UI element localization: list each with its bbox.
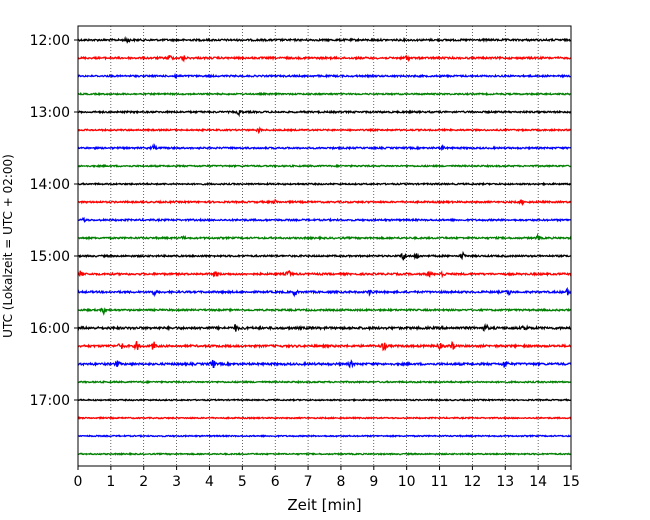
plot-frame — [77, 25, 572, 467]
x-tick-label: 4 — [205, 474, 214, 490]
y-tick-label: 13:00 — [30, 105, 70, 121]
trace-1430 — [77, 216, 572, 223]
x-tick-label: 15 — [562, 474, 580, 490]
trace-1700 — [77, 397, 572, 403]
x-tick-label: 3 — [172, 474, 181, 490]
x-tick-label: 0 — [74, 474, 83, 490]
y-tick-label: 14:00 — [30, 177, 70, 193]
trace-group — [77, 35, 572, 457]
trace-1515 — [77, 269, 572, 279]
vertical-grid — [110, 26, 539, 466]
x-tick-label: 13 — [496, 474, 514, 490]
trace-1315 — [77, 126, 572, 135]
trace-1445 — [77, 232, 572, 241]
x-tick-label: 10 — [398, 474, 416, 490]
y-axis-ticks: 12:00 13:00 14:00 15:00 16:00 17:00 — [30, 33, 78, 409]
x-tick-label: 8 — [336, 474, 345, 490]
x-tick-label: 6 — [271, 474, 280, 490]
x-tick-label: 5 — [238, 474, 247, 490]
trace-1345 — [77, 163, 572, 169]
trace-1645 — [77, 379, 572, 385]
y-tick-label: 15:00 — [30, 249, 70, 265]
x-tick-label: 1 — [106, 474, 115, 490]
trace-1230 — [77, 72, 572, 80]
x-axis-label: Zeit [min] — [287, 496, 361, 514]
trace-1415 — [77, 198, 572, 207]
trace-1300 — [77, 109, 572, 118]
x-tick-label: 7 — [304, 474, 313, 490]
trace-1730 — [77, 433, 572, 438]
x-tick-label: 12 — [463, 474, 481, 490]
trace-1545 — [77, 307, 572, 316]
trace-1715 — [77, 415, 572, 420]
trace-1745 — [77, 451, 572, 457]
x-tick-label: 14 — [529, 474, 547, 490]
trace-1600 — [77, 323, 572, 332]
y-tick-label: 16:00 — [30, 321, 70, 337]
trace-1400 — [77, 181, 572, 187]
trace-1215 — [77, 54, 572, 63]
y-tick-label: 17:00 — [30, 393, 70, 409]
trace-1330 — [77, 143, 572, 152]
x-axis-ticks: 0 1 2 3 4 5 6 7 8 9 10 11 12 13 14 15 — [74, 466, 580, 490]
trace-1200 — [77, 35, 572, 44]
x-tick-label: 9 — [369, 474, 378, 490]
y-tick-label: 12:00 — [30, 33, 70, 49]
x-tick-label: 2 — [139, 474, 148, 490]
x-tick-label: 11 — [431, 474, 449, 490]
trace-1615 — [77, 340, 572, 352]
trace-1500 — [77, 250, 572, 261]
y-axis-label: UTC (Lokalzeit = UTC + 02:00) — [1, 154, 15, 338]
trace-1630 — [77, 359, 572, 369]
trace-1245 — [77, 91, 572, 97]
trace-1530 — [77, 287, 572, 298]
